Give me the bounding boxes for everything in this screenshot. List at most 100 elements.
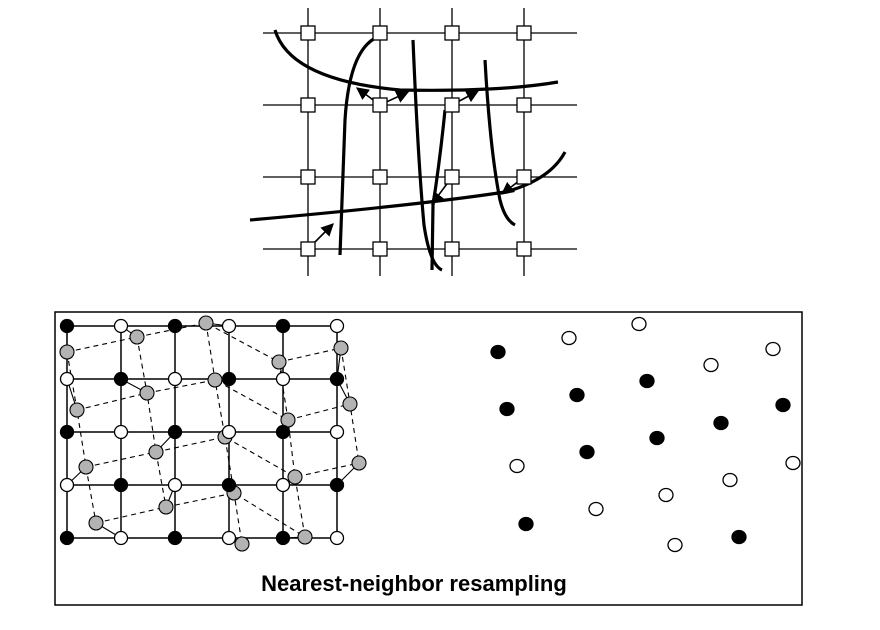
figure-caption: Nearest-neighbor resampling [261,571,567,596]
grid-node [372,241,388,257]
shifted-point [148,444,164,460]
grid-node [444,241,460,257]
shifted-point [333,340,349,356]
grid-node [444,169,460,185]
grid-node [516,97,532,113]
shifted-point [342,396,358,412]
filled-node [329,371,345,387]
filled-node [275,424,291,440]
filled-point [499,401,515,417]
grid-node [300,25,316,41]
filled-point [649,430,665,446]
shifted-row-line [76,379,351,421]
bottom-panel-frame [54,311,803,606]
output-grid [66,325,338,539]
shifted-point [234,536,250,552]
open-point [703,357,719,373]
open-node [113,318,129,334]
open-point [631,316,647,332]
shifted-point [271,354,287,370]
grid-node [516,169,532,185]
shifted-point [78,459,94,475]
shifted-point [88,515,104,531]
grid-node [444,25,460,41]
grid-node [300,241,316,257]
shifted-row-line [66,322,342,363]
filled-point [579,444,595,460]
filled-node [275,530,291,546]
open-point [667,537,683,553]
grid-node [372,97,388,113]
open-point [588,501,604,517]
filled-node [59,318,75,334]
shifted-col-line [205,322,243,545]
shifted-point [351,455,367,471]
open-node [329,318,345,334]
open-node [167,371,183,387]
open-node [275,477,291,493]
grid-nodes [300,25,532,257]
regular-grid [263,8,577,276]
open-node [167,477,183,493]
open-node [59,477,75,493]
shifted-point [69,402,85,418]
open-point [561,330,577,346]
filled-node [167,424,183,440]
open-node [113,424,129,440]
filled-node [275,318,291,334]
open-node [329,424,345,440]
filled-node [113,371,129,387]
warped-line-v4 [483,59,516,227]
open-point [722,472,738,488]
shifted-point [158,499,174,515]
filled-point [569,387,585,403]
filled-point [518,516,534,532]
grid-node [444,97,460,113]
grid-node [516,25,532,41]
open-node [59,371,75,387]
shifted-grid [66,322,360,545]
grid-node [300,169,316,185]
grid-nodes [59,318,345,546]
filled-node [113,477,129,493]
shifted-point [287,469,303,485]
filled-node [329,477,345,493]
filled-node [167,318,183,334]
filled-point [713,415,729,431]
open-point [785,455,801,471]
grid-node [516,241,532,257]
open-point [765,341,781,357]
filled-node [221,477,237,493]
grid-node [372,169,388,185]
filled-node [167,530,183,546]
warped-grid-diagram [249,8,577,276]
filled-node [59,424,75,440]
shifted-col-line [136,336,167,508]
open-node [221,530,237,546]
shifted-point [139,385,155,401]
shifted-points [59,315,367,552]
warped-line-v1 [338,33,386,256]
open-point [658,487,674,503]
warped-lines [249,29,567,272]
open-point [509,458,525,474]
grid-node [300,97,316,113]
shifted-point [207,372,223,388]
open-node [329,530,345,546]
grid-resampling-diagram [59,315,367,552]
filled-node [221,371,237,387]
filled-node [59,530,75,546]
open-node [113,530,129,546]
shifted-col-line [278,361,306,538]
shifted-row-line [95,492,306,538]
shifted-point [297,529,313,545]
shifted-point [59,344,75,360]
open-node [221,318,237,334]
shifted-row-line [85,436,360,478]
warped-line-v2 [411,39,443,272]
filled-point [731,529,747,545]
filled-point [639,373,655,389]
warped-line-h1 [273,29,559,92]
grid-node [372,25,388,41]
